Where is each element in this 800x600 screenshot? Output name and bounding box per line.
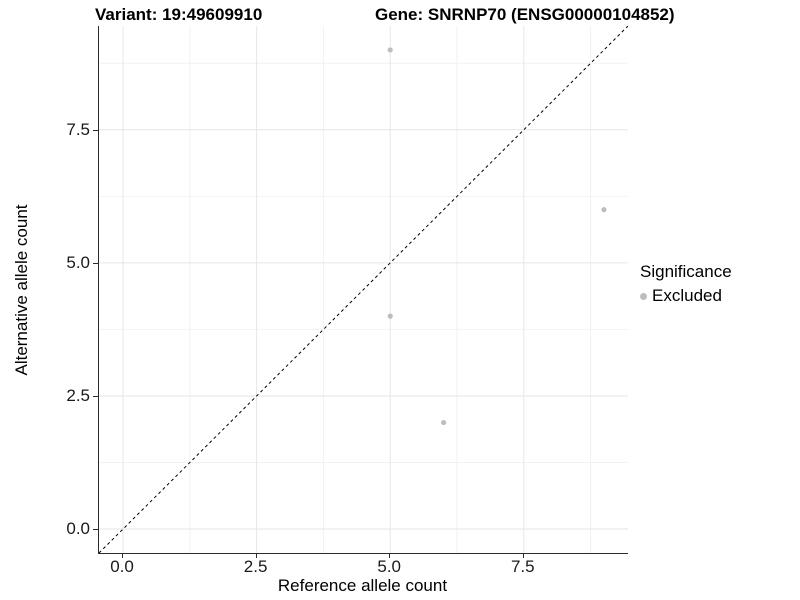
plot-title-gene: Gene: SNRNP70 (ENSG00000104852)	[375, 5, 675, 24]
data-point	[441, 419, 447, 426]
x-axis-tick-label: 7.5	[510, 557, 535, 576]
plot-title-variant: Variant: 19:49609910	[95, 5, 263, 24]
legend-point-icon	[640, 292, 647, 300]
x-axis-tick-label: 2.5	[243, 557, 268, 576]
y-axis-tick-label: 2.5	[66, 385, 90, 405]
y-axis-title: Alternative allele count	[12, 204, 31, 376]
x-axis-tick	[122, 554, 124, 558]
legend-item-excluded: Excluded	[640, 286, 732, 306]
x-axis-tick-label: 0.0	[110, 557, 134, 576]
data-point	[387, 47, 393, 53]
x-axis-tick	[522, 554, 524, 558]
x-axis-tick	[255, 554, 257, 558]
y-axis-tick-label: 5.0	[66, 252, 90, 272]
data-point	[387, 313, 393, 319]
y-axis-tick	[93, 395, 98, 397]
y-axis-tick	[93, 262, 98, 264]
identity-reference-line	[99, 26, 628, 553]
legend-title: Significance	[640, 262, 732, 281]
y-axis-tick-label: 0.0	[66, 519, 90, 539]
y-axis-tick	[93, 129, 98, 131]
y-axis-tick	[93, 529, 98, 531]
legend: Significance Excluded	[640, 262, 732, 306]
y-axis-tick-label: 7.5	[66, 119, 90, 139]
legend-item-label: Excluded	[652, 286, 722, 305]
data-point	[601, 207, 607, 213]
x-axis-tick-label: 5.0	[377, 557, 402, 576]
plot-panel	[98, 26, 628, 554]
x-axis-tick	[389, 554, 391, 558]
plot-canvas	[99, 26, 628, 553]
x-axis-title: Reference allele count	[277, 576, 448, 595]
